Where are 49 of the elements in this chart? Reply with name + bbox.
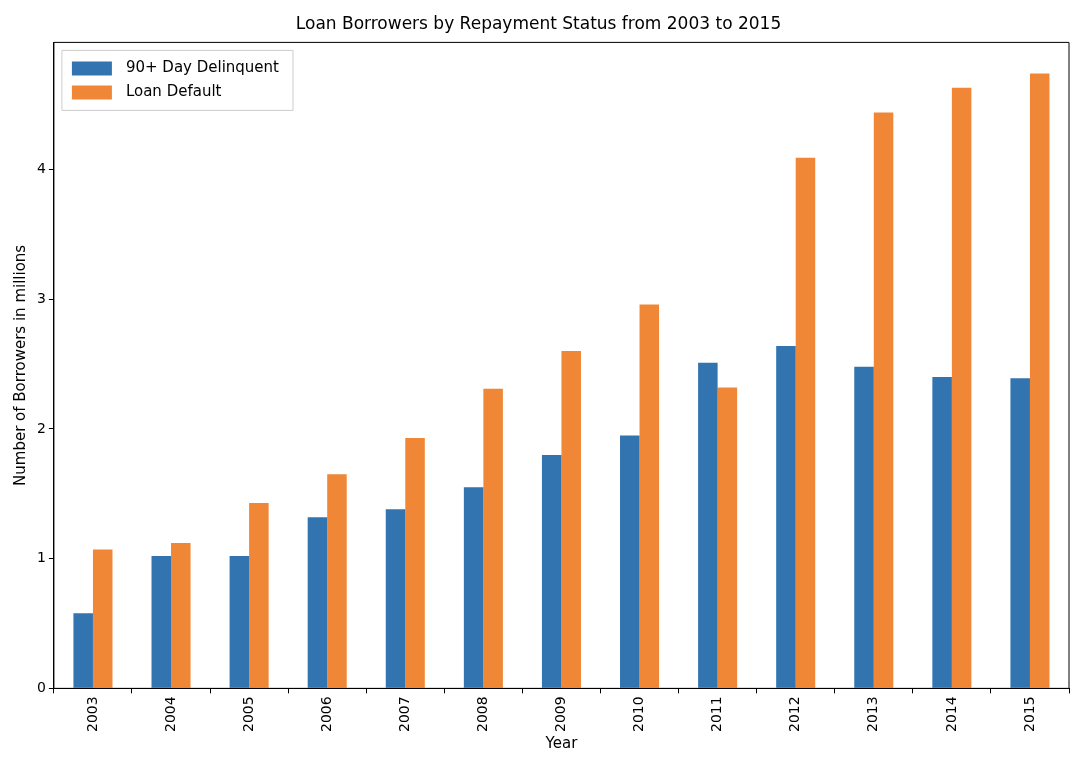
y-tick-label: 4 bbox=[36, 160, 46, 177]
bar bbox=[483, 388, 503, 688]
x-tick-label: 2006 bbox=[317, 696, 334, 733]
bar bbox=[1029, 73, 1050, 688]
bar bbox=[249, 502, 269, 688]
x-tick-label: 2011 bbox=[708, 696, 725, 733]
y-axis-title: Number of Borrowers in millions bbox=[10, 244, 29, 486]
y-tick-label: 0 bbox=[36, 679, 46, 696]
bar bbox=[229, 556, 250, 688]
chart-title: Loan Borrowers by Repayment Status from 2003 to 2015 bbox=[295, 12, 782, 33]
x-axis-title: Year bbox=[544, 733, 579, 752]
bar bbox=[171, 543, 191, 688]
bar bbox=[639, 304, 660, 688]
bar bbox=[951, 87, 972, 688]
x-tick-label: 2009 bbox=[552, 696, 569, 733]
bar bbox=[873, 112, 894, 688]
x-tick-label: 2007 bbox=[395, 696, 412, 733]
y-tick-label: 2 bbox=[36, 419, 46, 436]
bar bbox=[795, 157, 816, 688]
bar bbox=[92, 549, 113, 688]
legend-label: 90+ Day Delinquent bbox=[125, 58, 280, 77]
y-tick-label: 3 bbox=[36, 289, 46, 306]
bar bbox=[698, 362, 718, 688]
bar bbox=[1010, 378, 1030, 688]
bar bbox=[541, 454, 562, 688]
bar bbox=[385, 509, 406, 688]
x-tick-label: 2004 bbox=[161, 696, 178, 733]
x-tick-label: 2014 bbox=[942, 696, 959, 733]
x-tick-label: 2015 bbox=[1020, 696, 1037, 733]
legend-label: Loan Default bbox=[125, 82, 222, 101]
x-tick-label: 2008 bbox=[474, 696, 491, 733]
bar bbox=[561, 351, 581, 688]
bar bbox=[932, 377, 952, 688]
bar bbox=[620, 435, 640, 688]
x-tick-label: 2003 bbox=[83, 696, 100, 733]
x-tick-label: 2005 bbox=[239, 696, 256, 733]
bar bbox=[307, 517, 328, 688]
y-tick-label: 1 bbox=[36, 549, 46, 566]
bar bbox=[717, 387, 738, 688]
bar bbox=[776, 345, 796, 688]
bar bbox=[854, 366, 874, 688]
x-tick-label: 2010 bbox=[630, 696, 647, 733]
x-tick-label: 2013 bbox=[864, 696, 881, 733]
bar bbox=[463, 487, 484, 688]
bar bbox=[405, 438, 425, 688]
x-tick-label: 2012 bbox=[786, 696, 803, 733]
bar bbox=[73, 613, 93, 688]
bar bbox=[327, 474, 347, 688]
bar bbox=[151, 556, 172, 688]
